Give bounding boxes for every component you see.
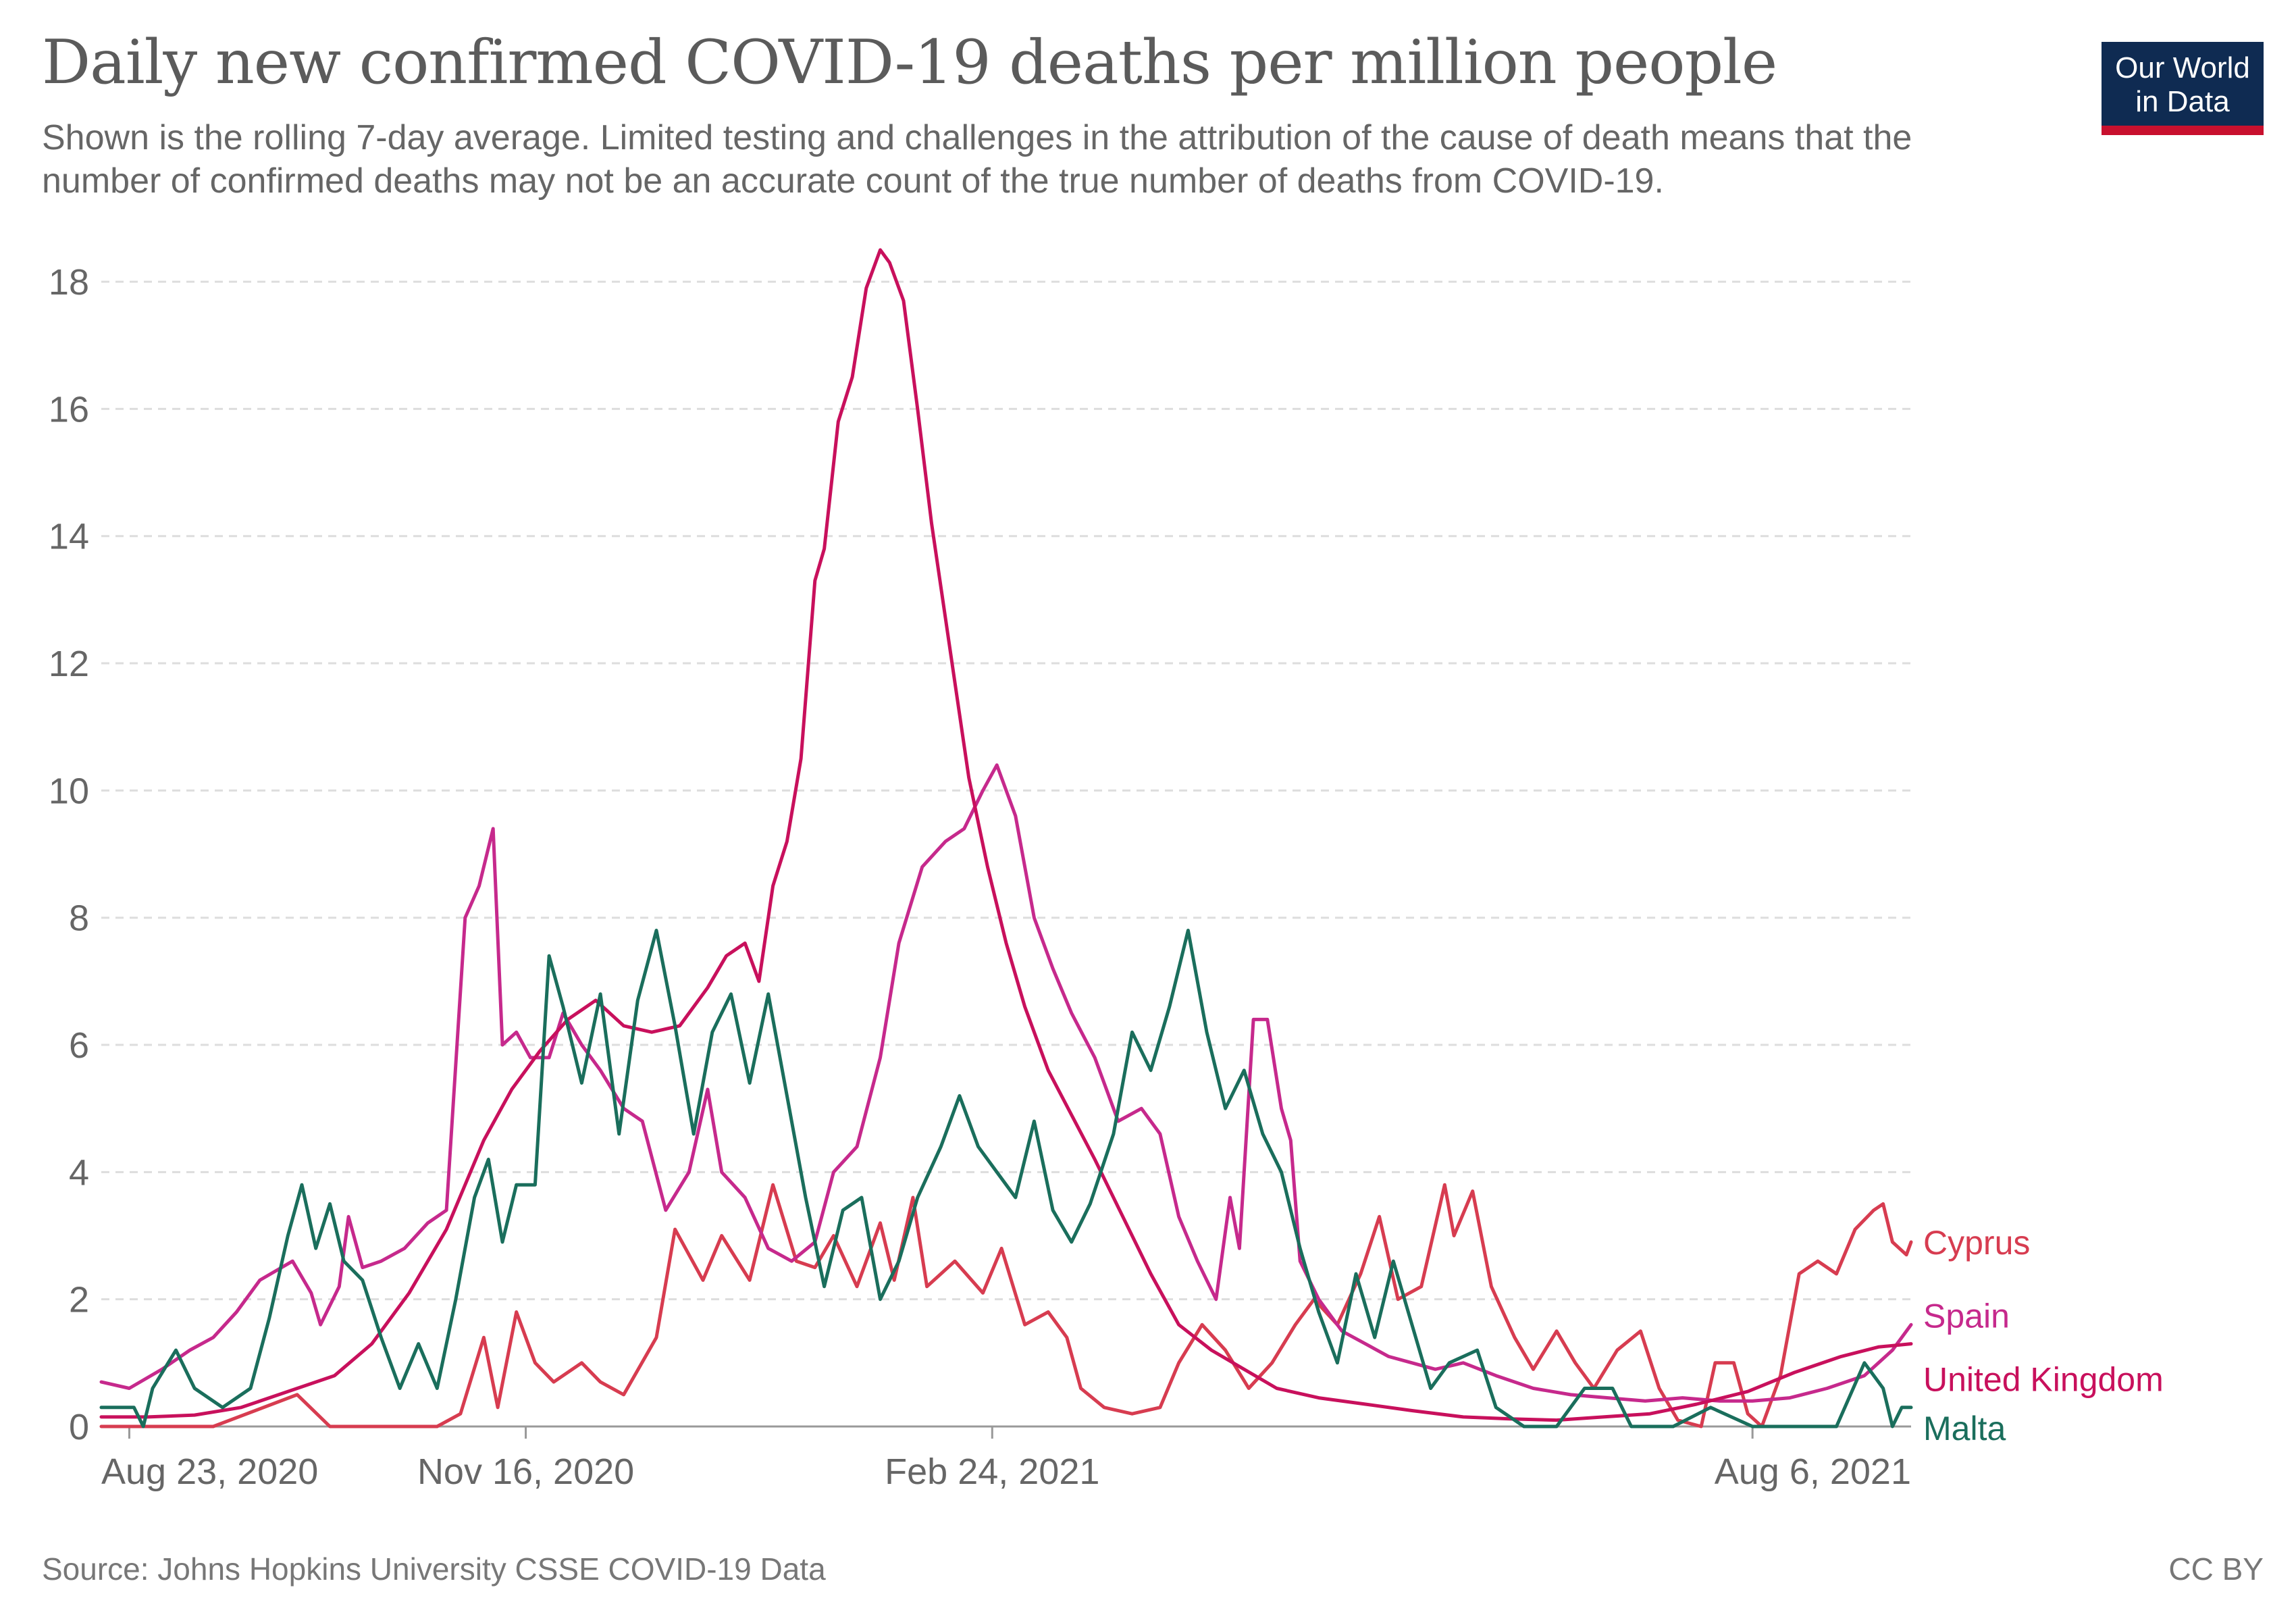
y-tick-label: 8	[69, 898, 89, 939]
y-tick-label: 18	[49, 262, 89, 303]
x-tick-label: Aug 23, 2020	[101, 1451, 318, 1492]
series-label-malta: Malta	[1923, 1410, 2006, 1447]
y-tick-label: 6	[69, 1025, 89, 1066]
series-line-united-kingdom	[99, 248, 1913, 1422]
y-tick-label: 10	[49, 771, 89, 811]
series-label-spain: Spain	[1923, 1297, 2010, 1335]
y-tick-label: 14	[49, 517, 89, 557]
chart-title: Daily new confirmed COVID-19 deaths per …	[42, 27, 1777, 98]
x-tick-label: Aug 6, 2021	[1715, 1451, 1911, 1492]
y-tick-label: 16	[49, 389, 89, 430]
y-tick-label: 0	[69, 1407, 89, 1447]
y-tick-label: 2	[69, 1280, 89, 1320]
x-tick-label: Feb 24, 2021	[885, 1451, 1099, 1492]
series-label-united-kingdom: United Kingdom	[1923, 1361, 2164, 1399]
chart-subtitle: Shown is the rolling 7-day average. Limi…	[42, 118, 1912, 201]
x-tick-label: Nov 16, 2020	[417, 1451, 634, 1492]
series-line-cyprus	[99, 1183, 1913, 1429]
our-world-in-data-logo[interactable]: Our World in Data	[2102, 42, 2264, 135]
source-note: Source: Johns Hopkins University CSSE CO…	[42, 1551, 826, 1587]
logo-line-1: Our World	[2115, 51, 2250, 84]
y-tick-label: 4	[69, 1152, 89, 1193]
logo-line-2: in Data	[2135, 85, 2230, 118]
series-label-cyprus: Cyprus	[1923, 1224, 2030, 1262]
y-tick-label: 12	[49, 644, 89, 684]
license-link[interactable]: CC BY	[2168, 1551, 2264, 1587]
series-line-malta	[99, 929, 1913, 1429]
series-line-spain	[99, 763, 1913, 1403]
